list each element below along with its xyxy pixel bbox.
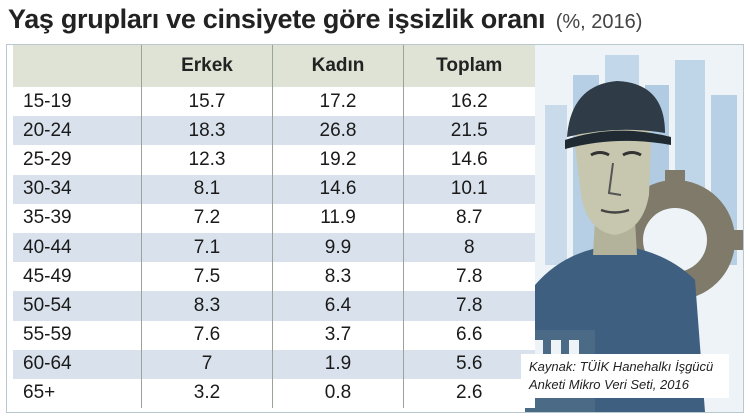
- cell-kadin: 6.4: [272, 291, 404, 321]
- table-row: 40-44 7.1 9.9 8: [13, 232, 535, 263]
- source-note: Kaynak: TÜİK Hanehalkı İşgücü Anketi Mik…: [521, 354, 729, 398]
- cell-kadin: 19.2: [272, 145, 404, 175]
- table-row: 30-34 8.1 14.6 10.1: [13, 174, 535, 204]
- cell-erkek: 7.5: [141, 262, 273, 292]
- table-row: 45-49 7.5 8.3 7.8: [13, 262, 535, 292]
- cell-age-group: 45-49: [13, 262, 142, 292]
- table-row: 35-39 7.2 11.9 8.7: [13, 203, 535, 233]
- cell-kadin: 11.9: [272, 203, 404, 233]
- cell-kadin: 9.9: [272, 232, 404, 263]
- cell-erkek: 7: [141, 349, 273, 379]
- table-header-row: Erkek Kadın Toplam: [13, 45, 535, 87]
- table-frame: Erkek Kadın Toplam 15-19 15.7 17.2 16.2 …: [6, 44, 744, 413]
- cell-toplam: 8.7: [403, 203, 535, 233]
- unemployment-table: Erkek Kadın Toplam 15-19 15.7 17.2 16.2 …: [13, 45, 535, 409]
- page-subtitle: (%, 2016): [555, 11, 643, 33]
- cell-toplam: 14.6: [403, 145, 535, 175]
- table-row: 25-29 12.3 19.2 14.6: [13, 145, 535, 175]
- cell-age-group: 25-29: [13, 145, 142, 175]
- header-erkek: Erkek: [141, 45, 273, 87]
- cell-toplam: 7.8: [403, 262, 535, 292]
- cell-erkek: 15.7: [141, 87, 273, 117]
- page-title-block: Yaş grupları ve cinsiyete göre işsizlik …: [8, 4, 642, 44]
- source-line-1: Kaynak: TÜİK Hanehalkı İşgücü: [529, 359, 714, 374]
- cell-age-group: 40-44: [13, 232, 142, 263]
- cell-age-group: 20-24: [13, 116, 142, 146]
- cell-kadin: 0.8: [272, 378, 404, 409]
- cell-toplam: 8: [403, 232, 535, 263]
- page-title: Yaş grupları ve cinsiyete göre işsizlik …: [8, 4, 546, 34]
- cell-erkek: 3.2: [141, 378, 273, 409]
- cell-age-group: 30-34: [13, 174, 142, 204]
- cell-toplam: 10.1: [403, 174, 535, 204]
- cell-age-group: 35-39: [13, 203, 142, 233]
- cell-erkek: 18.3: [141, 116, 273, 146]
- cell-age-group: 15-19: [13, 87, 142, 117]
- cell-toplam: 16.2: [403, 87, 535, 117]
- cell-kadin: 8.3: [272, 262, 404, 292]
- cell-kadin: 26.8: [272, 116, 404, 146]
- header-age-group: [13, 45, 142, 87]
- cell-toplam: 2.6: [403, 378, 535, 409]
- cell-erkek: 7.6: [141, 320, 273, 350]
- cell-kadin: 3.7: [272, 320, 404, 350]
- cell-age-group: 50-54: [13, 291, 142, 321]
- cell-erkek: 7.1: [141, 232, 273, 263]
- table-row: 20-24 18.3 26.8 21.5: [13, 116, 535, 146]
- header-toplam: Toplam: [403, 45, 535, 87]
- cell-erkek: 7.2: [141, 203, 273, 233]
- table-row: 50-54 8.3 6.4 7.8: [13, 291, 535, 321]
- table-row: 15-19 15.7 17.2 16.2: [13, 87, 535, 117]
- worker-illustration: [525, 45, 743, 412]
- cell-erkek: 8.1: [141, 174, 273, 204]
- cell-toplam: 21.5: [403, 116, 535, 146]
- table-row: 55-59 7.6 3.7 6.6: [13, 320, 535, 350]
- cell-toplam: 5.6: [403, 349, 535, 379]
- source-line-2: Anketi Mikro Veri Seti, 2016: [529, 377, 689, 392]
- cell-erkek: 8.3: [141, 291, 273, 321]
- cell-kadin: 14.6: [272, 174, 404, 204]
- cell-kadin: 17.2: [272, 87, 404, 117]
- cell-toplam: 7.8: [403, 291, 535, 321]
- cell-age-group: 65+: [13, 378, 142, 409]
- cell-age-group: 60-64: [13, 349, 142, 379]
- cell-erkek: 12.3: [141, 145, 273, 175]
- table-row: 60-64 7 1.9 5.6: [13, 349, 535, 379]
- cell-kadin: 1.9: [272, 349, 404, 379]
- header-kadin: Kadın: [272, 45, 404, 87]
- table-row: 65+ 3.2 0.8 2.6: [13, 378, 535, 409]
- cell-toplam: 6.6: [403, 320, 535, 350]
- cell-age-group: 55-59: [13, 320, 142, 350]
